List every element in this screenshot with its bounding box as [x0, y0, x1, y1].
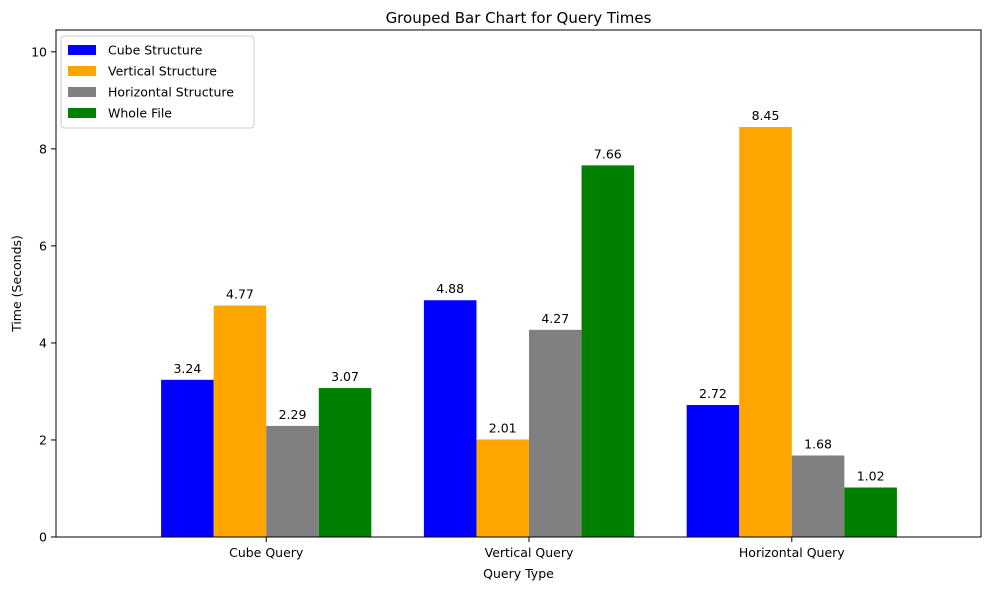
bar-whole-file-horizontal-query [844, 487, 897, 537]
bar-cube-structure-horizontal-query [686, 405, 740, 537]
legend-swatch-whole-file [68, 108, 96, 118]
y-axis-label: Time (Seconds) [9, 235, 24, 333]
y-tick-label-4: 4 [39, 335, 47, 350]
value-label-vertical-structure-vertical-query: 2.01 [489, 420, 517, 435]
bar-cube-structure-cube-query [161, 379, 214, 537]
value-label-whole-file-horizontal-query: 1.02 [857, 469, 885, 484]
value-label-horizontal-structure-horizontal-query: 1.68 [804, 436, 832, 451]
bar-cube-structure-vertical-query [423, 300, 477, 537]
axes-frame [55, 29, 982, 538]
y-tick-label-2: 2 [39, 432, 47, 447]
bar-whole-file-vertical-query [581, 165, 635, 538]
x-tick-label-cube-query: Cube Query [229, 545, 304, 560]
value-label-vertical-structure-cube-query: 4.77 [226, 287, 254, 302]
value-label-horizontal-structure-vertical-query: 4.27 [541, 311, 569, 326]
bar-vertical-structure-vertical-query [476, 439, 530, 537]
legend: Cube Structure Vertical Structure Horizont… [60, 35, 255, 129]
value-label-whole-file-vertical-query: 7.66 [594, 146, 622, 161]
legend-swatch-cube-structure [68, 45, 96, 55]
legend-label-vertical-structure: Vertical Structure [108, 64, 217, 79]
legend-swatch-vertical-structure [68, 66, 96, 76]
chart-title: Grouped Bar Chart for Query Times [386, 9, 652, 27]
value-label-vertical-structure-horizontal-query: 8.45 [752, 108, 780, 123]
y-tick-label-0: 0 [39, 530, 47, 545]
bar-horizontal-structure-cube-query [266, 425, 319, 537]
x-tick-label-vertical-query: Vertical Query [485, 545, 574, 560]
x-axis-label: Query Type [483, 566, 554, 581]
value-label-cube-structure-horizontal-query: 2.72 [699, 386, 727, 401]
value-label-whole-file-cube-query: 3.07 [331, 369, 359, 384]
bar-vertical-structure-cube-query [213, 305, 267, 537]
x-axis: Cube Query Vertical Query Horizontal Query [229, 537, 845, 560]
value-label-cube-structure-vertical-query: 4.88 [436, 281, 464, 296]
legend-frame [60, 35, 255, 129]
bar-horizontal-structure-horizontal-query [791, 455, 845, 537]
y-tick-label-6: 6 [39, 238, 47, 253]
bar-whole-file-cube-query [318, 388, 372, 537]
value-label-horizontal-structure-cube-query: 2.29 [279, 407, 307, 422]
value-labels-group: 3.24 4.88 2.72 4.77 2.01 8.45 2.29 4.27 1.68 3.07… [173, 108, 884, 483]
x-tick-label-horizontal-query: Horizontal Query [739, 545, 845, 560]
bars-group [161, 127, 897, 538]
plot-area: 3.24 4.88 2.72 4.77 2.01 8.45 2.29 4.27 1.68 3.07… [55, 29, 982, 538]
y-tick-label-8: 8 [39, 141, 47, 156]
y-axis: 0 2 4 6 8 10 [31, 44, 56, 545]
y-tick-label-10: 10 [31, 44, 47, 59]
legend-label-cube-structure: Cube Structure [108, 43, 203, 58]
legend-swatch-horizontal-structure [68, 87, 96, 97]
legend-label-whole-file: Whole File [108, 106, 172, 121]
legend-label-horizontal-structure: Horizontal Structure [108, 85, 234, 100]
bar-vertical-structure-horizontal-query [739, 127, 792, 537]
value-label-cube-structure-cube-query: 3.24 [173, 361, 201, 376]
bar-horizontal-structure-vertical-query [529, 329, 582, 537]
